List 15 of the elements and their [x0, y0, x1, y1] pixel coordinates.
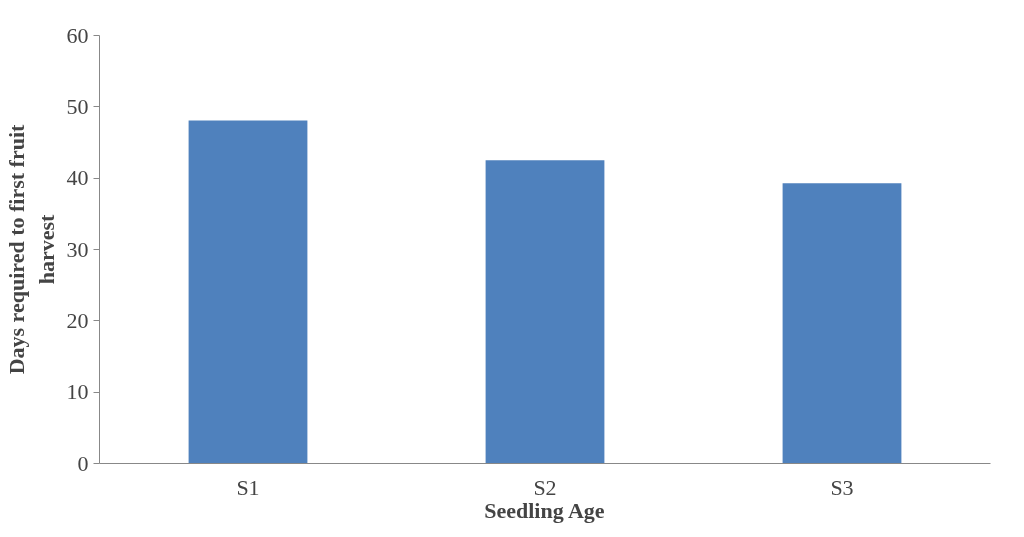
y-tick-label: 40 [66, 165, 89, 191]
x-tick-label: S2 [533, 474, 557, 500]
x-tick-label: S3 [830, 474, 854, 500]
y-tick-label: 50 [66, 93, 89, 119]
bar [485, 160, 605, 464]
bar [782, 183, 902, 464]
x-tick-label: S1 [236, 474, 260, 500]
y-axis-title: Days required to first fruit harvest [3, 123, 59, 375]
y-tick-label: 0 [77, 450, 89, 476]
y-tick-label: 20 [66, 307, 89, 333]
bar [188, 120, 308, 464]
x-axis-title: Seedling Age [484, 497, 605, 523]
y-tick-label: 10 [66, 379, 89, 405]
y-tick-label: 30 [66, 236, 89, 262]
y-tick-label: 60 [66, 22, 89, 48]
